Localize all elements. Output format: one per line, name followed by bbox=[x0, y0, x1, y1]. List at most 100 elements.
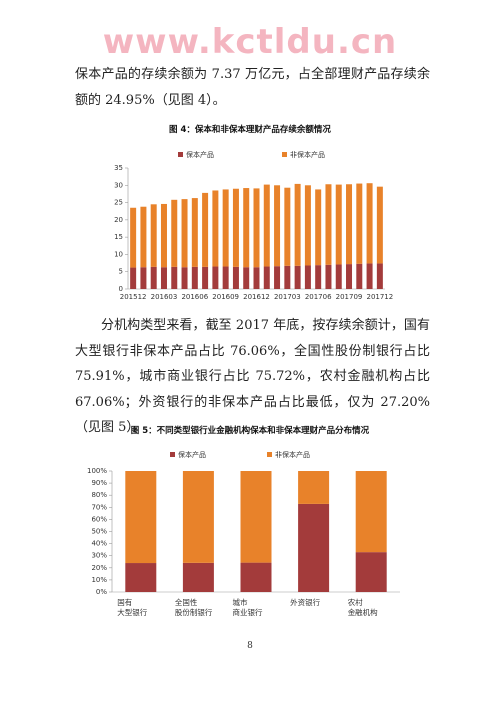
page-number: 8 bbox=[247, 641, 253, 651]
bar-segment bbox=[202, 192, 209, 267]
x-tick-label: 201609 bbox=[212, 293, 239, 301]
x-tick-label: 201612 bbox=[243, 293, 270, 301]
y-tick-label: 20% bbox=[91, 564, 107, 572]
legend-label: 非保本产品 bbox=[275, 450, 310, 459]
bar-segment bbox=[182, 562, 214, 592]
x-tick-label: 外资银行 bbox=[290, 598, 321, 607]
bar-segment bbox=[140, 267, 147, 289]
y-tick-label: 30% bbox=[91, 552, 107, 560]
bar-segment bbox=[284, 265, 291, 289]
x-tick-label: 国有 大型银行 bbox=[117, 598, 148, 617]
bar-segment bbox=[232, 266, 239, 289]
bar-segment bbox=[298, 471, 330, 504]
y-tick-label: 25 bbox=[114, 199, 123, 207]
x-tick-label: 全国性 股份制银行 bbox=[174, 598, 213, 617]
bar-segment bbox=[181, 199, 188, 268]
y-tick-label: 100% bbox=[87, 467, 107, 475]
bar-segment bbox=[366, 183, 373, 264]
x-tick-label: 201706 bbox=[305, 293, 332, 301]
bar-segment bbox=[130, 267, 137, 289]
bar-segment bbox=[182, 471, 214, 563]
x-tick-label: 201606 bbox=[181, 293, 208, 301]
bar-segment bbox=[294, 183, 301, 266]
bar-segment bbox=[212, 190, 219, 267]
legend-swatch bbox=[267, 452, 272, 457]
y-tick-label: 30 bbox=[114, 181, 123, 189]
y-tick-label: 20 bbox=[114, 216, 123, 224]
y-tick-label: 90% bbox=[91, 479, 107, 487]
x-tick-label: 201703 bbox=[274, 293, 301, 301]
bar-segment bbox=[253, 267, 260, 289]
bar-segment bbox=[366, 263, 373, 289]
bar-segment bbox=[355, 552, 387, 592]
legend-swatch bbox=[178, 152, 183, 157]
bar-segment bbox=[243, 188, 250, 268]
bar-segment bbox=[356, 183, 363, 264]
bar-segment bbox=[346, 264, 353, 289]
bar-segment bbox=[274, 185, 281, 267]
legend-label: 保本产品 bbox=[186, 150, 214, 159]
y-tick-label: 80% bbox=[91, 491, 107, 499]
bar-segment bbox=[240, 562, 272, 592]
bar-segment bbox=[191, 266, 198, 289]
y-tick-label: 10 bbox=[114, 250, 123, 258]
bar-segment bbox=[222, 189, 229, 267]
bar-segment bbox=[325, 264, 332, 289]
y-tick-label: 15 bbox=[114, 233, 123, 241]
x-tick-label: 201709 bbox=[336, 293, 363, 301]
bar-segment bbox=[253, 188, 260, 268]
bar-segment bbox=[125, 471, 157, 564]
y-tick-label: 50% bbox=[91, 528, 107, 536]
paragraph: 保本产品的存续余额为 7.37 万亿元，占全部理财产品存续余额的 24.95%（… bbox=[75, 67, 430, 108]
watermark: www.kctldu.cn bbox=[102, 22, 398, 62]
x-tick-label: 城市 商业银行 bbox=[232, 598, 263, 617]
figure-title: 图 4：保本和非保本理财产品存续余额情况 bbox=[169, 125, 331, 135]
bar-segment bbox=[376, 186, 383, 264]
bar-segment bbox=[222, 266, 229, 289]
bar-segment bbox=[346, 184, 353, 265]
bar-segment bbox=[171, 266, 178, 289]
bar-segment bbox=[160, 203, 167, 268]
bar-segment bbox=[212, 266, 219, 289]
y-tick-label: 10% bbox=[91, 576, 107, 584]
legend-swatch bbox=[170, 452, 175, 457]
y-tick-label: 5 bbox=[119, 268, 123, 276]
bar-segment bbox=[335, 264, 342, 289]
y-tick-label: 60% bbox=[91, 515, 107, 523]
y-tick-label: 0 bbox=[119, 285, 123, 293]
y-tick-label: 0% bbox=[96, 588, 107, 596]
legend-swatch bbox=[282, 152, 287, 157]
x-tick-label: 201603 bbox=[151, 293, 178, 301]
bar-segment bbox=[130, 207, 137, 268]
figure-title: 图 5：不同类型银行业金融机构保本和非保本理财产品分布情况 bbox=[130, 426, 370, 436]
y-tick-label: 35 bbox=[114, 164, 123, 172]
bar-segment bbox=[243, 267, 250, 289]
bar-segment bbox=[125, 563, 157, 592]
bar-segment bbox=[181, 267, 188, 289]
paragraph: 分机构类型来看，截至 2017 年底，按存续余额计，国有大型银行非保本产品占比 … bbox=[75, 318, 430, 435]
bar-segment bbox=[240, 471, 272, 563]
bar-segment bbox=[294, 265, 301, 289]
bar-segment bbox=[298, 503, 330, 592]
bar-segment bbox=[171, 199, 178, 267]
bar-segment bbox=[315, 189, 322, 266]
bar-segment bbox=[355, 471, 387, 553]
bar-segment bbox=[376, 263, 383, 289]
bar-segment bbox=[304, 265, 311, 289]
bar-segment bbox=[274, 266, 281, 289]
bar-segment bbox=[191, 198, 198, 267]
legend-label: 保本产品 bbox=[178, 450, 206, 459]
legend-label: 非保本产品 bbox=[290, 150, 325, 159]
bar-segment bbox=[335, 184, 342, 265]
y-tick-label: 40% bbox=[91, 540, 107, 548]
bar-segment bbox=[315, 265, 322, 289]
y-tick-label: 70% bbox=[91, 503, 107, 511]
bar-segment bbox=[150, 204, 157, 267]
bar-segment bbox=[325, 184, 332, 265]
x-tick-label: 201512 bbox=[120, 293, 147, 301]
x-tick-label: 201712 bbox=[366, 293, 393, 301]
bar-segment bbox=[263, 266, 270, 289]
bar-segment bbox=[263, 184, 270, 267]
